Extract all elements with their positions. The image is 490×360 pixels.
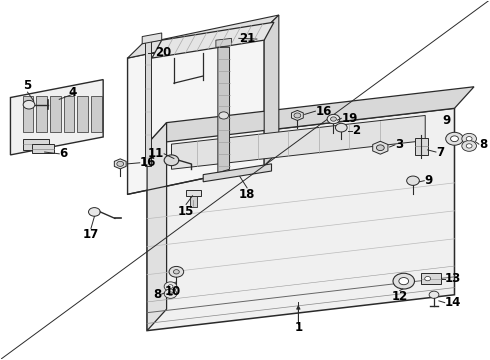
Circle shape (407, 176, 419, 185)
Polygon shape (147, 87, 474, 144)
Bar (36, 96, 47, 132)
Polygon shape (147, 108, 455, 330)
Polygon shape (264, 15, 279, 166)
Text: 9: 9 (424, 174, 433, 187)
Polygon shape (145, 37, 151, 166)
Text: 6: 6 (59, 147, 68, 160)
Text: 11: 11 (148, 147, 164, 160)
Polygon shape (127, 15, 279, 58)
Circle shape (393, 273, 415, 289)
Bar (421, 273, 441, 284)
Text: 3: 3 (395, 138, 403, 151)
Text: 17: 17 (83, 228, 99, 242)
Circle shape (466, 144, 472, 148)
Circle shape (164, 282, 177, 291)
Circle shape (466, 136, 472, 141)
Circle shape (173, 270, 179, 274)
Circle shape (164, 289, 177, 298)
Circle shape (446, 132, 463, 145)
Text: 8: 8 (479, 138, 487, 150)
Bar (91, 96, 102, 132)
Circle shape (451, 136, 459, 141)
Polygon shape (147, 123, 167, 330)
Circle shape (294, 113, 301, 118)
Circle shape (331, 117, 337, 121)
Bar (32, 144, 54, 153)
Circle shape (89, 208, 100, 216)
Polygon shape (142, 33, 162, 44)
Text: 19: 19 (342, 112, 358, 125)
Polygon shape (114, 159, 126, 169)
Circle shape (336, 123, 347, 132)
Text: 16: 16 (316, 105, 332, 118)
Text: 8: 8 (153, 288, 162, 301)
Text: 5: 5 (24, 79, 32, 92)
Text: 10: 10 (164, 285, 181, 298)
Polygon shape (10, 80, 103, 155)
Circle shape (219, 112, 228, 119)
Circle shape (376, 145, 384, 150)
Bar (190, 196, 197, 207)
Text: 2: 2 (352, 124, 360, 137)
Text: 9: 9 (442, 114, 451, 127)
Bar (23, 139, 49, 149)
Circle shape (399, 278, 409, 285)
Circle shape (117, 161, 123, 166)
Text: 21: 21 (239, 32, 255, 45)
Text: 13: 13 (445, 272, 461, 285)
Polygon shape (172, 116, 425, 169)
Polygon shape (203, 164, 271, 182)
Polygon shape (216, 39, 231, 47)
Text: 4: 4 (68, 86, 76, 99)
Text: 16: 16 (140, 156, 156, 169)
Circle shape (429, 291, 439, 298)
Bar (50, 96, 61, 132)
Circle shape (168, 292, 173, 296)
Polygon shape (218, 47, 229, 173)
Bar (77, 96, 88, 132)
Text: 1: 1 (294, 321, 302, 334)
Polygon shape (373, 141, 388, 154)
Circle shape (327, 114, 340, 124)
Circle shape (169, 266, 184, 277)
Polygon shape (292, 111, 303, 121)
Bar (23, 96, 33, 132)
Polygon shape (127, 30, 264, 194)
Circle shape (164, 155, 179, 166)
Polygon shape (152, 22, 274, 58)
Text: 20: 20 (155, 46, 171, 59)
Bar (416, 138, 428, 155)
Circle shape (425, 276, 431, 281)
Text: 18: 18 (239, 188, 255, 201)
Circle shape (462, 140, 476, 151)
Text: 7: 7 (436, 145, 444, 158)
Text: 14: 14 (445, 296, 461, 309)
Circle shape (23, 100, 35, 109)
Text: 12: 12 (392, 291, 408, 303)
Circle shape (462, 134, 476, 144)
Text: 15: 15 (178, 205, 195, 218)
Bar (186, 190, 201, 196)
Bar (64, 96, 74, 132)
Circle shape (168, 285, 173, 288)
